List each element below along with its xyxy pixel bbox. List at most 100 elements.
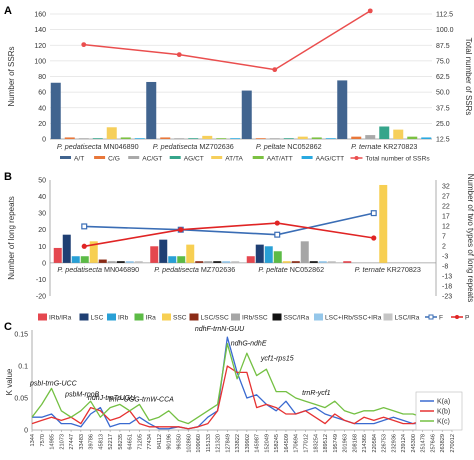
x-tick-label: 226753	[382, 434, 388, 453]
y2-tick-label: -13	[442, 274, 452, 281]
region-annotation: psbI-trnG-UCC	[29, 380, 78, 387]
y-tick-label: 0	[42, 137, 46, 144]
y-tick-label: 50	[38, 178, 46, 185]
y2-tick-label: 75.0	[436, 58, 450, 65]
bar	[78, 138, 89, 139]
y2-tick-label: 25.0	[436, 121, 450, 128]
k-value-line	[32, 336, 452, 430]
legend-swatch	[272, 313, 282, 321]
bar	[80, 256, 89, 263]
bar	[327, 261, 336, 263]
bar	[64, 137, 75, 139]
legend-label: AAG/CTT	[316, 156, 345, 163]
x-tick-label: 21073	[59, 434, 65, 450]
y2-tick-label: 87.5	[436, 43, 450, 50]
k-value-line	[31, 342, 453, 425]
bar	[282, 261, 291, 263]
bar	[107, 261, 116, 263]
legend-swatch	[252, 156, 264, 159]
bar	[98, 259, 107, 263]
x-tick-label: 1344	[30, 434, 36, 446]
region-annotation: ndhJ-trnT-UGU	[88, 395, 136, 402]
x-tick-label: 170694	[294, 434, 300, 453]
bar	[106, 127, 117, 139]
bar	[318, 261, 327, 263]
bar	[255, 244, 264, 263]
y2-tick-label: -18	[442, 284, 452, 291]
bar	[89, 241, 98, 263]
bar	[134, 138, 145, 139]
x-tick-label: 52217	[108, 434, 114, 450]
x-tick-label: 71205	[137, 434, 143, 450]
legend-label: AG/CT	[184, 156, 204, 163]
x-tick-label: 189512	[323, 434, 329, 453]
legend-label: LSC/SSC	[201, 315, 229, 322]
region-annotation: psbM-rpoB	[64, 391, 100, 398]
region-annotation: trnR-ycf1	[302, 390, 331, 397]
bar	[264, 246, 273, 263]
legend-label: SSC	[173, 315, 187, 322]
bar	[213, 261, 222, 263]
y2-tick-label: 2	[442, 244, 446, 251]
x-tick-label: 208168	[352, 434, 358, 453]
panel-label: A	[4, 5, 12, 17]
y-tick-label: 0.15	[14, 332, 28, 339]
legend-swatch	[383, 313, 393, 321]
total-ssrs-line	[83, 10, 371, 71]
legend-label: LSC+IRb/SSC+IRa	[325, 315, 382, 322]
panel-b: B-20-1001020304050-23-18-13-8-3271217222…	[4, 171, 474, 322]
line-point	[274, 231, 281, 238]
x-tick-label: 270012	[450, 434, 456, 453]
x-tick-label: 7570	[40, 434, 46, 446]
bar	[255, 138, 266, 139]
legend-label: Total number of SSRs	[366, 156, 431, 163]
y-tick-label: 40	[38, 105, 46, 112]
x-tick-label: 263829	[440, 434, 446, 453]
legend-label: AT/TA	[225, 156, 243, 163]
legend-swatch	[38, 313, 47, 321]
legend-swatch	[94, 156, 106, 159]
legend-label: AAT/ATT	[267, 156, 293, 163]
legend-label: C/G	[108, 156, 120, 163]
y2-tick-label: 12.5	[436, 137, 450, 144]
legend-label: A/T	[74, 156, 84, 163]
y-tick-label: 0.05	[14, 396, 28, 403]
legend-label: K(a)	[437, 399, 450, 406]
bar	[365, 135, 376, 139]
y-tick-label: 30	[38, 211, 46, 218]
x-tick-label: P. peltate NC052862	[258, 265, 324, 274]
x-tick-label: 245300	[411, 434, 417, 453]
x-tick-label: 232936	[391, 434, 397, 453]
region-annotation: trnP-UGG-trnW-CCA	[109, 396, 175, 403]
bar	[188, 138, 199, 139]
bar	[311, 137, 322, 139]
legend-swatch	[314, 313, 323, 321]
x-tick-label: 127849	[225, 434, 231, 453]
x-tick-label: 45813	[98, 434, 104, 450]
legend-marker	[455, 315, 459, 319]
x-tick-label: 102860	[186, 434, 192, 453]
x-tick-label: 96350	[177, 434, 183, 450]
bar	[300, 241, 309, 263]
x-tick-label: 27447	[69, 434, 75, 450]
y2-tick-label: -3	[442, 254, 448, 261]
series-line	[84, 222, 374, 248]
bar	[269, 138, 280, 139]
x-tick-label: P. pedatisecta MN046890	[57, 265, 139, 274]
x-tick-label: 164509	[284, 434, 290, 453]
panel-a: A 0 20 40 60 80 100 120 140 160 12.5 25.0 37.5 50.0 62…	[4, 5, 473, 163]
legend-swatch	[231, 313, 240, 321]
y-tick-label: -20	[36, 294, 46, 301]
x-tick-label: 39786	[89, 434, 95, 450]
bar	[204, 261, 213, 263]
bar	[216, 138, 227, 139]
region-annotation: ycf1-rps15	[260, 355, 294, 362]
x-tick-label: 195749	[333, 434, 339, 453]
y-tick-label: -10	[36, 277, 46, 284]
bar	[421, 137, 432, 139]
k-value-line	[31, 365, 452, 430]
x-tick-label: 121320	[216, 434, 222, 453]
bar	[53, 247, 62, 263]
x-tick-label: 201963	[343, 434, 349, 453]
bar	[125, 261, 134, 263]
